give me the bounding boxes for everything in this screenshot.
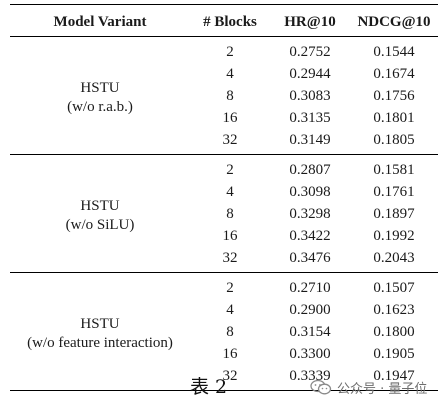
hr10-cell: 0.3298 (289, 205, 331, 222)
ndcg10-cell: 0.1801 (373, 109, 415, 126)
table-row: HSTU (w/o feature interaction) 2 0.2710 0.15… (10, 273, 438, 351)
hr10-cell: 0.2944 (289, 65, 331, 82)
results-table: Model Variant # Blocks HR@10 NDCG@10 HST… (10, 4, 438, 391)
variant-name: HSTU (80, 79, 120, 96)
table-row: 32 0.3476 0.2043 (10, 247, 438, 273)
hr10-cell: 0.3154 (289, 323, 331, 340)
table-row: 16 0.3135 0.1801 (10, 107, 438, 129)
header-ndcg10: NDCG@10 (357, 13, 431, 30)
hr10-cell: 0.2710 (289, 279, 331, 296)
ndcg10-cell: 0.2043 (373, 249, 415, 266)
blocks-cell: 32 (222, 367, 238, 384)
table-group: HSTU (w/o r.a.b.) 2 0.2752 0.1544 4 0.2944 0.16… (10, 37, 438, 155)
blocks-cell: 16 (222, 109, 238, 126)
hr10-cell: 0.2900 (289, 301, 331, 318)
table-caption: 表 2 (190, 376, 228, 398)
ndcg10-cell: 0.1761 (373, 183, 415, 200)
table-header: Model Variant # Blocks HR@10 NDCG@10 (10, 4, 438, 37)
ndcg10-cell: 0.1623 (373, 301, 415, 318)
header-hr10: HR@10 (284, 13, 336, 30)
variant-ablation: (w/o r.a.b.) (67, 98, 133, 115)
blocks-cell: 16 (222, 345, 238, 362)
ndcg10-cell: 0.1544 (373, 43, 415, 60)
variant-ablation: (w/o feature interaction) (27, 334, 173, 351)
table-row: 16 0.3422 0.1992 (10, 225, 438, 247)
blocks-cell: 4 (226, 301, 234, 318)
hr10-cell: 0.3422 (289, 227, 331, 244)
header-model-variant: Model Variant (53, 13, 147, 30)
table-row: 4 0.3098 0.1761 (10, 181, 438, 203)
header-row: Model Variant # Blocks HR@10 NDCG@10 (10, 4, 438, 37)
blocks-cell: 32 (222, 249, 238, 266)
hr10-cell: 0.2807 (289, 161, 331, 178)
hr10-cell: 0.3300 (289, 345, 331, 362)
table-row: HSTU (w/o SiLU) 2 0.2807 0.1581 (10, 155, 438, 233)
hr10-cell: 0.3149 (289, 131, 331, 148)
blocks-cell: 8 (226, 205, 234, 222)
hr10-cell: 0.3476 (289, 249, 331, 266)
hr10-cell: 0.3098 (289, 183, 331, 200)
ndcg10-cell: 0.1947 (373, 367, 415, 384)
model-variant-cell: HSTU (w/o feature interaction) (10, 273, 190, 391)
blocks-cell: 8 (226, 87, 234, 104)
ndcg10-cell: 0.1905 (373, 345, 415, 362)
blocks-cell: 8 (226, 323, 234, 340)
table-row: 16 0.3300 0.1905 (10, 343, 438, 365)
table-row: 32 0.3149 0.1805 (10, 129, 438, 155)
blocks-cell: 4 (226, 183, 234, 200)
ndcg10-cell: 0.1581 (373, 161, 415, 178)
blocks-cell: 4 (226, 65, 234, 82)
model-variant-cell: HSTU (w/o r.a.b.) (10, 37, 190, 155)
hr10-cell: 0.2752 (289, 43, 331, 60)
table-row: 8 0.3298 0.1897 (10, 203, 438, 225)
ndcg10-cell: 0.1805 (373, 131, 415, 148)
model-variant-cell: HSTU (w/o SiLU) (10, 155, 190, 273)
table-row: HSTU (w/o r.a.b.) 2 0.2752 0.1544 (10, 37, 438, 115)
table-group: HSTU (w/o feature interaction) 2 0.2710 0.15… (10, 273, 438, 391)
hr10-cell: 0.3339 (289, 367, 331, 384)
blocks-cell: 2 (226, 43, 234, 60)
table-row: 4 0.2900 0.1623 (10, 299, 438, 321)
blocks-cell: 32 (222, 131, 238, 148)
blocks-cell: 2 (226, 161, 234, 178)
ndcg10-cell: 0.1756 (373, 87, 415, 104)
table-row: 8 0.3083 0.1756 (10, 85, 438, 107)
variant-name: HSTU (80, 315, 120, 332)
blocks-cell: 16 (222, 227, 238, 244)
hr10-cell: 0.3135 (289, 109, 331, 126)
ndcg10-cell: 0.1507 (373, 279, 415, 296)
table-row: 4 0.2944 0.1674 (10, 63, 438, 85)
variant-ablation: (w/o SiLU) (65, 216, 135, 233)
header-blocks: # Blocks (203, 13, 257, 30)
table-group: HSTU (w/o SiLU) 2 0.2807 0.1581 4 0.3098 0.1761… (10, 155, 438, 273)
watermark-text: 公众号 · 量子位 (337, 381, 428, 397)
blocks-cell: 2 (226, 279, 234, 296)
ndcg10-cell: 0.1800 (373, 323, 415, 340)
table-row: 8 0.3154 0.1800 (10, 321, 438, 343)
hr10-cell: 0.3083 (289, 87, 331, 104)
ndcg10-cell: 0.1674 (373, 65, 415, 82)
table-row: 32 0.3339 0.1947 (10, 365, 438, 391)
ndcg10-cell: 0.1897 (373, 205, 415, 222)
ndcg10-cell: 0.1992 (373, 227, 415, 244)
wechat-icon (310, 379, 332, 395)
variant-name: HSTU (80, 197, 120, 214)
watermark: 公众号 · 量子位 (310, 376, 427, 398)
